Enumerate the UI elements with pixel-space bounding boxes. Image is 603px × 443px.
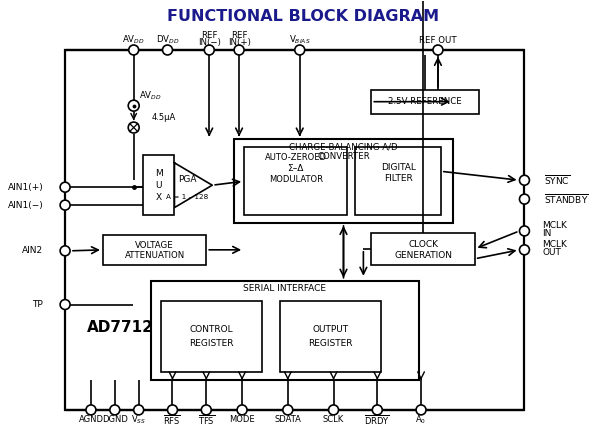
Text: CONVERTER: CONVERTER: [317, 152, 370, 161]
Circle shape: [168, 405, 177, 415]
Text: REGISTER: REGISTER: [189, 339, 233, 348]
Circle shape: [433, 45, 443, 55]
Text: U: U: [156, 181, 162, 190]
Text: IN(+): IN(+): [228, 38, 250, 47]
Text: IN: IN: [542, 229, 552, 238]
Text: MODE: MODE: [229, 416, 255, 424]
Circle shape: [128, 45, 139, 55]
Text: AV$_{DD}$: AV$_{DD}$: [139, 89, 162, 102]
Bar: [371, 90, 479, 113]
Circle shape: [128, 100, 139, 111]
Text: REF: REF: [231, 31, 247, 39]
Text: AD7712: AD7712: [87, 320, 154, 335]
Text: V$_{BIAS}$: V$_{BIAS}$: [289, 34, 311, 46]
Text: AV$_{DD}$: AV$_{DD}$: [122, 34, 145, 46]
Text: CLOCK: CLOCK: [408, 240, 438, 249]
Circle shape: [204, 45, 214, 55]
Text: SCLK: SCLK: [323, 416, 344, 424]
Text: TP: TP: [33, 300, 43, 309]
Text: A$_0$: A$_0$: [415, 414, 426, 426]
Circle shape: [134, 405, 144, 415]
Circle shape: [416, 405, 426, 415]
Text: OUTPUT: OUTPUT: [312, 325, 349, 334]
Circle shape: [283, 405, 293, 415]
Text: MCLK: MCLK: [542, 222, 567, 230]
Text: $\overline{\rm TFS}$: $\overline{\rm TFS}$: [198, 413, 215, 427]
Circle shape: [60, 246, 70, 256]
Text: IN(−): IN(−): [198, 38, 221, 47]
Text: V$_{SS}$: V$_{SS}$: [131, 414, 146, 426]
Polygon shape: [174, 163, 212, 208]
Text: DGND: DGND: [102, 416, 128, 424]
Text: SDATA: SDATA: [274, 416, 302, 424]
Circle shape: [519, 245, 529, 255]
Text: $\overline{\rm DRDY}$: $\overline{\rm DRDY}$: [364, 413, 390, 427]
Text: DIGITAL: DIGITAL: [380, 163, 415, 172]
Bar: [234, 140, 453, 223]
Text: MCLK: MCLK: [542, 241, 567, 249]
Text: AIN1(+): AIN1(+): [7, 183, 43, 192]
Text: Σ–Δ: Σ–Δ: [288, 164, 304, 173]
Text: DV$_{DD}$: DV$_{DD}$: [156, 34, 179, 46]
Circle shape: [110, 405, 120, 415]
Text: FILTER: FILTER: [384, 174, 412, 183]
Bar: [371, 233, 475, 265]
Text: OUT: OUT: [542, 249, 561, 257]
Text: REF OUT: REF OUT: [419, 35, 456, 45]
Text: $\overline{\rm STANDBY}$: $\overline{\rm STANDBY}$: [545, 192, 589, 206]
Circle shape: [201, 405, 211, 415]
Bar: [65, 50, 525, 410]
Circle shape: [234, 45, 244, 55]
Text: REF: REF: [201, 31, 218, 39]
Bar: [151, 281, 419, 380]
Circle shape: [86, 405, 96, 415]
Bar: [103, 235, 206, 265]
Text: VOLTAGE: VOLTAGE: [135, 241, 174, 250]
Bar: [143, 155, 174, 215]
Circle shape: [519, 226, 529, 236]
Text: 2.5V REFERENCE: 2.5V REFERENCE: [388, 97, 462, 106]
Text: CONTROL: CONTROL: [189, 325, 233, 334]
Text: AUTO-ZEROED: AUTO-ZEROED: [265, 153, 327, 162]
Text: AIN2: AIN2: [22, 246, 43, 255]
Circle shape: [372, 405, 382, 415]
Text: FUNCTIONAL BLOCK DIAGRAM: FUNCTIONAL BLOCK DIAGRAM: [166, 9, 439, 23]
Bar: [355, 148, 441, 215]
Text: A = 1 – 128: A = 1 – 128: [166, 194, 209, 200]
Text: X: X: [156, 193, 162, 202]
Text: AGND: AGND: [78, 416, 104, 424]
Circle shape: [237, 405, 247, 415]
Bar: [244, 148, 347, 215]
Text: M: M: [155, 169, 162, 178]
Text: MODULATOR: MODULATOR: [269, 175, 323, 184]
Circle shape: [519, 194, 529, 204]
Text: GENERATION: GENERATION: [394, 251, 452, 260]
Bar: [160, 300, 262, 372]
Text: ATTENUATION: ATTENUATION: [124, 251, 185, 260]
Circle shape: [60, 299, 70, 310]
Text: CHARGE-BALANCING A/D: CHARGE-BALANCING A/D: [289, 143, 398, 152]
Circle shape: [128, 122, 139, 133]
Text: SERIAL INTERFACE: SERIAL INTERFACE: [244, 284, 326, 293]
Text: REGISTER: REGISTER: [308, 339, 353, 348]
Circle shape: [60, 200, 70, 210]
Circle shape: [295, 45, 305, 55]
Bar: [280, 300, 381, 372]
Text: 4.5μA: 4.5μA: [151, 113, 176, 122]
Text: AIN1(−): AIN1(−): [7, 201, 43, 210]
Circle shape: [329, 405, 338, 415]
Circle shape: [163, 45, 172, 55]
Text: $\overline{\rm RFS}$: $\overline{\rm RFS}$: [163, 413, 182, 427]
Circle shape: [60, 182, 70, 192]
Text: PGA: PGA: [178, 175, 197, 184]
Text: $\overline{\rm SYNC}$: $\overline{\rm SYNC}$: [545, 173, 570, 187]
Circle shape: [519, 175, 529, 185]
